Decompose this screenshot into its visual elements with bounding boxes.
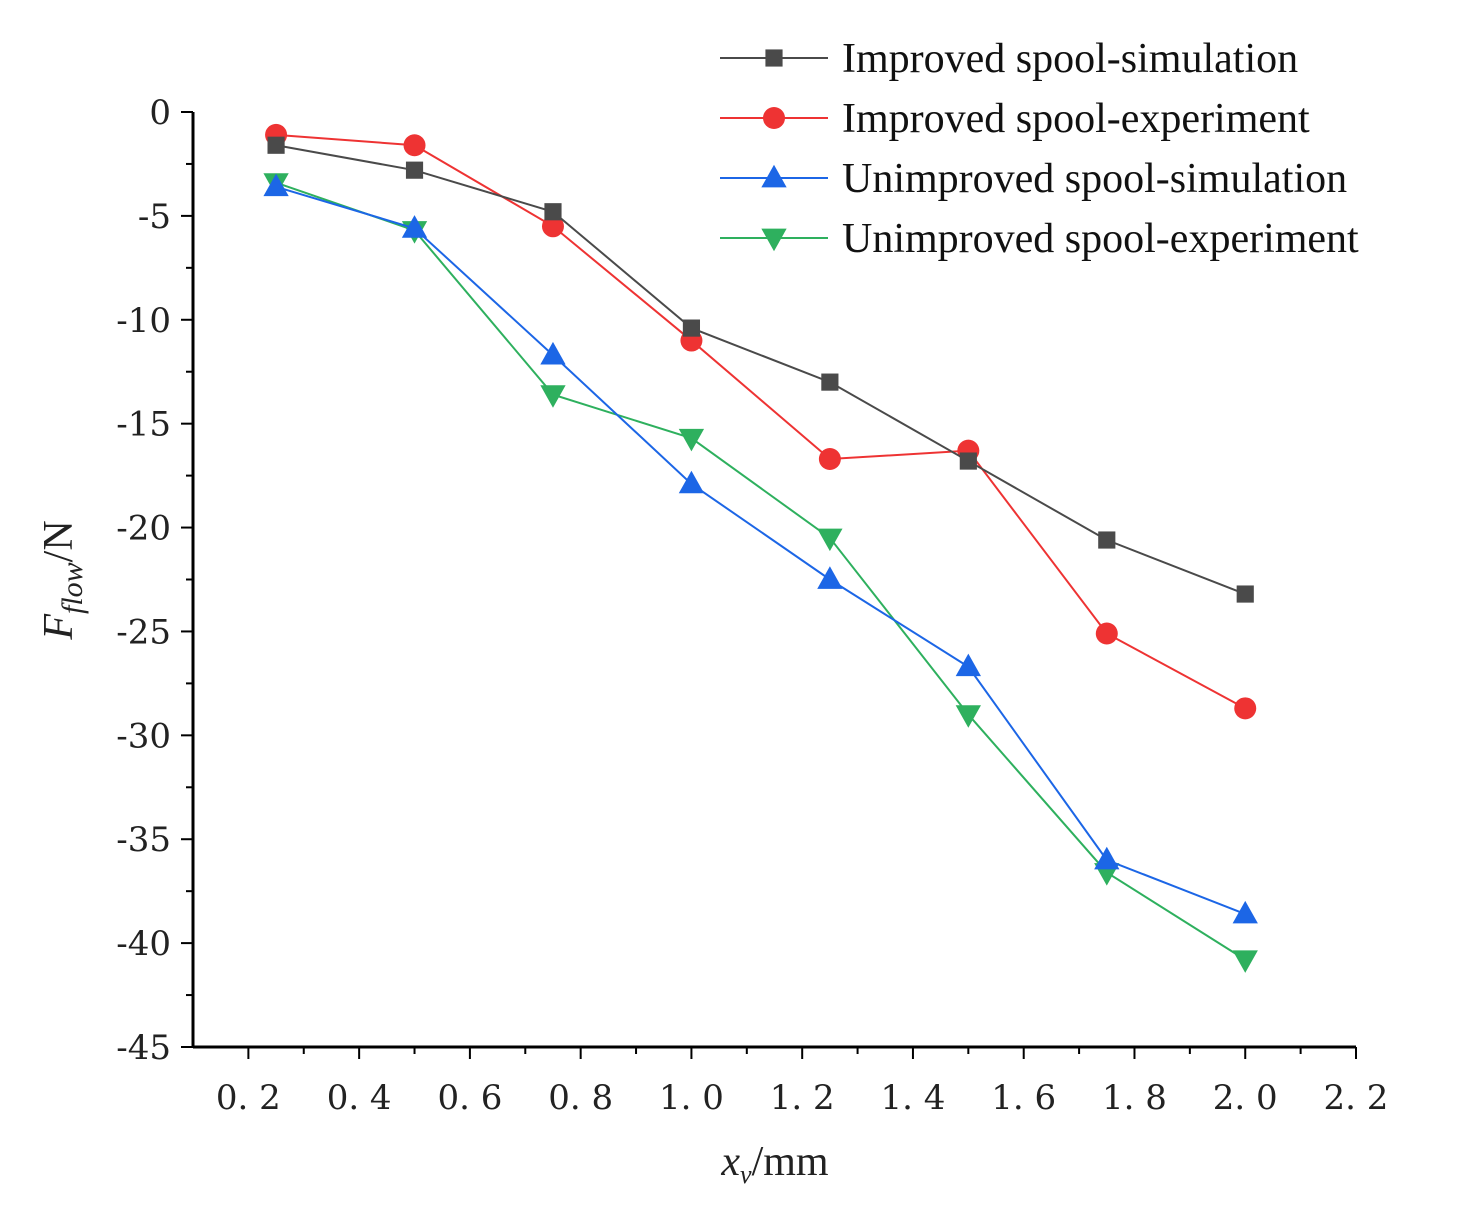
y-tick-label: 0 <box>149 93 171 133</box>
data-point <box>678 470 705 494</box>
y-tick-label: -20 <box>116 509 171 549</box>
data-point <box>540 385 566 408</box>
x-axis-title-unit: /mm <box>752 1139 829 1185</box>
data-point <box>1098 531 1116 549</box>
legend-label: Unimproved spool-simulation <box>842 156 1347 202</box>
legend-item: Unimproved spool-experiment <box>720 216 1359 262</box>
x-tick-label: 0. 8 <box>548 1078 613 1118</box>
legend-item: Improved spool-simulation <box>720 36 1298 82</box>
data-point <box>818 447 841 470</box>
y-axis-title-main: F <box>36 614 82 641</box>
data-point <box>263 173 289 197</box>
x-axis-title: xv/mm <box>720 1139 829 1189</box>
data-point <box>1095 622 1118 645</box>
data-point <box>540 341 566 365</box>
series-line <box>275 144 1246 595</box>
legend-marker <box>763 107 785 129</box>
series-line <box>275 185 1246 915</box>
legend-item: Improved spool-experiment <box>720 96 1310 142</box>
series-line <box>275 133 1246 710</box>
data-point <box>544 203 562 221</box>
y-tick-label: -10 <box>116 301 171 341</box>
y-tick-label: -30 <box>116 716 171 756</box>
data-point <box>1232 950 1258 973</box>
x-tick-label: 2. 0 <box>1213 1078 1278 1118</box>
x-tick-label: 1. 6 <box>991 1078 1056 1118</box>
data-point <box>403 134 426 157</box>
y-axis-title-unit: /N <box>36 520 82 562</box>
data-point <box>1234 697 1257 720</box>
data-point <box>678 428 705 452</box>
y-tick-label: -25 <box>116 612 171 652</box>
data-point <box>1236 585 1254 603</box>
data-point <box>541 215 564 238</box>
series-triangle-up <box>263 173 1258 924</box>
y-tick-label: -45 <box>116 1028 171 1068</box>
y-tick-label: -5 <box>138 197 171 237</box>
legend-marker <box>761 164 787 188</box>
data-point <box>401 215 428 238</box>
legend-item: Unimproved spool-simulation <box>720 156 1347 202</box>
x-tick-label: 0. 6 <box>437 1078 502 1118</box>
x-tick-label: 0. 4 <box>327 1078 392 1118</box>
series-line <box>275 181 1246 961</box>
x-tick-label: 1. 4 <box>881 1078 946 1118</box>
legend: Improved spool-simulation Improved spool-… <box>720 36 1359 262</box>
data-point <box>959 452 977 470</box>
data-point <box>821 373 839 391</box>
x-tick-label: 1. 8 <box>1102 1078 1167 1118</box>
series-layer <box>263 123 1258 973</box>
y-tick-label: -35 <box>116 820 171 860</box>
x-axis-title-main: x <box>720 1139 740 1185</box>
data-point <box>955 705 981 728</box>
data-point <box>267 136 285 154</box>
y-axis-title-sub: flow <box>56 562 89 614</box>
y-axis-title: Fflow/N <box>36 520 89 640</box>
x-axis-title-sub: v <box>740 1160 752 1189</box>
x-tick-label: 1. 0 <box>659 1078 724 1118</box>
y-ticks: 0 -5 -10 -15 -20 -25 -30 -35 -40 -45 <box>116 93 193 1068</box>
y-tick-label: -40 <box>116 924 171 964</box>
data-point <box>682 319 701 337</box>
series-circle <box>265 123 1257 720</box>
data-point <box>955 653 981 677</box>
y-tick-label: -15 <box>116 405 171 445</box>
series-square <box>267 136 1254 603</box>
legend-label: Improved spool-simulation <box>842 36 1298 82</box>
x-tick-label: 0. 2 <box>216 1078 281 1118</box>
data-point <box>1094 846 1120 870</box>
data-point <box>1232 900 1258 924</box>
legend-marker <box>761 228 787 252</box>
data-point <box>405 161 424 179</box>
x-tick-label: 2. 2 <box>1324 1078 1389 1118</box>
x-tick-label: 1. 2 <box>770 1078 835 1118</box>
data-point <box>817 566 843 589</box>
legend-label: Unimproved spool-experiment <box>842 216 1359 262</box>
legend-label: Improved spool-experiment <box>842 96 1310 142</box>
x-ticks: 0. 2 0. 4 0. 6 0. 8 1. 0 1. 2 1. 4 1. 6 1. 8 2. 0… <box>216 1047 1389 1118</box>
data-point <box>817 528 843 552</box>
legend-marker <box>765 49 783 67</box>
